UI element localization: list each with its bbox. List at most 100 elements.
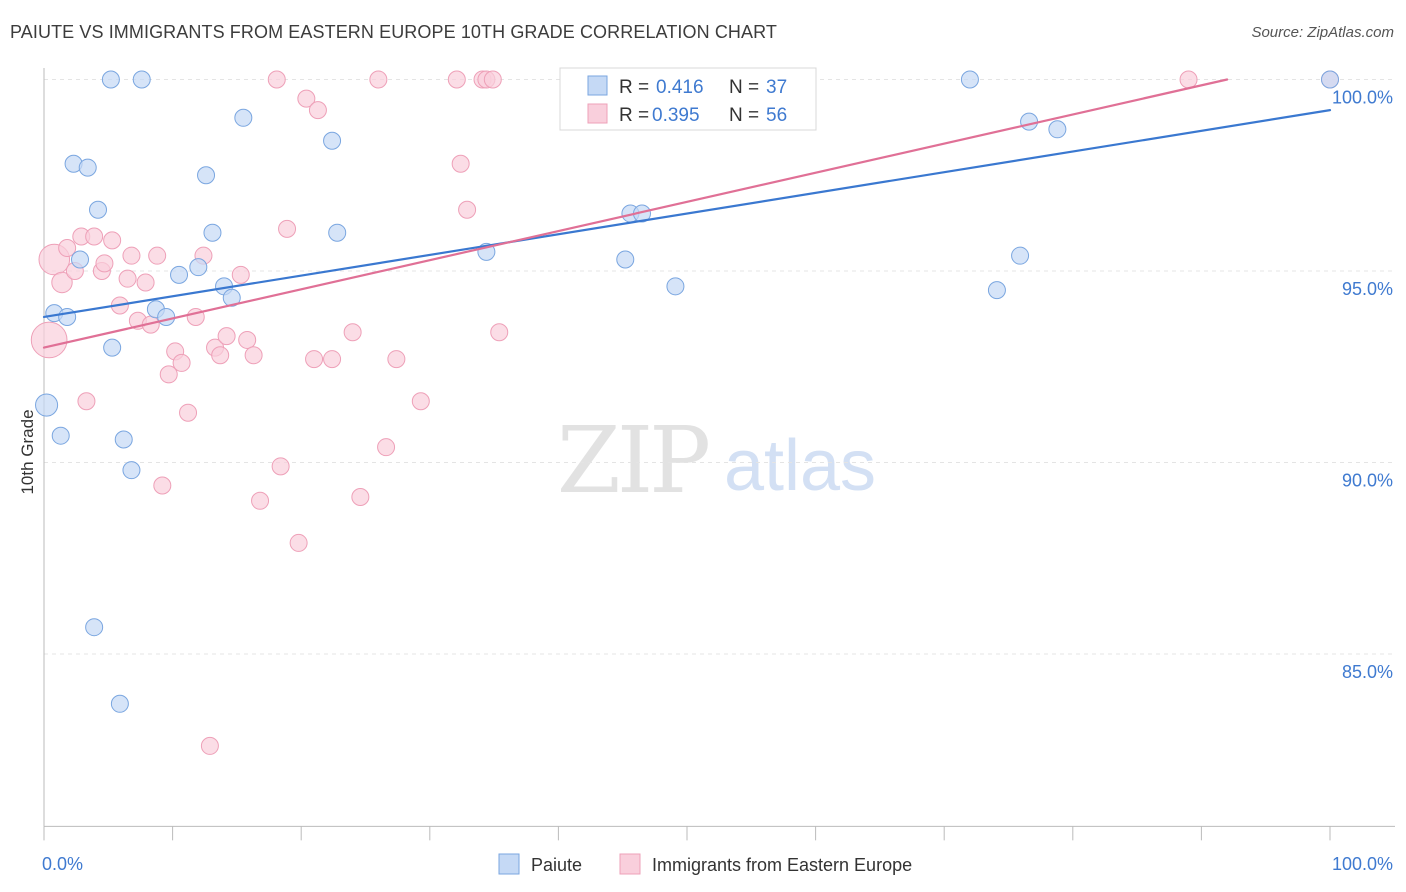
paiute-point	[78, 158, 97, 177]
paiute-point	[616, 250, 635, 269]
eeu-point	[211, 346, 230, 365]
legend-swatch-paiute	[498, 853, 520, 875]
eeu-point	[30, 321, 68, 359]
source-credit: Source: ZipAtlas.com	[1251, 24, 1394, 41]
eeu-point	[377, 438, 396, 457]
paiute-point	[35, 393, 59, 417]
watermark-zip: ZIP	[557, 407, 708, 514]
paiute-point	[960, 70, 979, 89]
paiute-trend-line	[42, 109, 1332, 319]
eeu-point	[271, 457, 290, 476]
eeu-point	[483, 70, 502, 89]
trend-lines	[42, 78, 1332, 349]
stats-n-label-eeu: N =	[729, 105, 759, 126]
stats-r-value-eeu: 0.395	[652, 105, 700, 126]
legend-label-paiute: Paiute	[531, 855, 582, 875]
paiute-point	[197, 166, 216, 185]
paiute-point	[114, 430, 133, 449]
paiute-point	[110, 694, 129, 713]
paiute-point	[222, 288, 241, 307]
paiute-point	[122, 461, 141, 480]
paiute-point	[103, 338, 122, 357]
eeu-point	[231, 265, 250, 284]
eeu-point	[122, 246, 141, 265]
paiute-point	[1020, 112, 1039, 131]
eeu-point	[278, 219, 297, 238]
paiute-point	[132, 70, 151, 89]
paiute-point	[189, 258, 208, 277]
eeu-point	[289, 533, 308, 552]
eeu-point	[103, 231, 122, 250]
eeu-point	[95, 254, 114, 273]
paiute-point	[328, 223, 347, 242]
eeu-trend-line	[42, 78, 1229, 349]
stats-n-value-paiute: 37	[766, 77, 787, 98]
y-tick-label: 100.0%	[1332, 88, 1393, 108]
paiute-point	[1011, 246, 1030, 265]
paiute-point	[85, 618, 104, 637]
stats-r-value-paiute: 0.416	[656, 77, 704, 98]
eeu-point	[411, 392, 430, 411]
eeu-point	[343, 323, 362, 342]
eeu-point	[267, 70, 286, 89]
eeu-point	[387, 350, 406, 369]
paiute-point	[89, 200, 108, 219]
axes	[43, 68, 1395, 841]
paiute-point	[666, 277, 685, 296]
paiute-point	[1048, 120, 1067, 139]
watermark-atlas: atlas	[724, 426, 876, 506]
eeu-point	[159, 365, 178, 384]
stats-r-label-paiute: R =	[619, 77, 649, 98]
eeu-point	[118, 269, 137, 288]
paiute-point	[987, 281, 1006, 300]
y-tick-label: 95.0%	[1342, 279, 1393, 299]
eeu-point	[136, 273, 155, 292]
paiute-point	[58, 307, 77, 326]
legend-label-eeu: Immigrants from Eastern Europe	[652, 855, 912, 875]
data-points	[30, 70, 1339, 755]
eeu-point	[179, 403, 198, 422]
eeu-point	[217, 327, 236, 346]
eeu-point	[305, 350, 324, 369]
y-axis-label: 10th Grade	[18, 409, 37, 494]
eeu-point	[85, 227, 104, 246]
paiute-point	[1321, 70, 1339, 89]
eeu-point	[351, 487, 370, 506]
paiute-point	[203, 223, 222, 242]
stats-n-label-paiute: N =	[729, 77, 759, 98]
eeu-point	[1179, 70, 1198, 89]
gridlines	[44, 79, 1395, 655]
stats-swatch-paiute	[587, 75, 608, 96]
eeu-point	[153, 476, 172, 495]
x-tick-label-max: 100.0%	[1332, 854, 1393, 874]
stats-r-label-eeu: R =	[619, 105, 649, 126]
eeu-point	[308, 101, 327, 120]
eeu-point	[244, 346, 263, 365]
eeu-point	[447, 70, 466, 89]
paiute-point	[51, 426, 70, 445]
eeu-point	[51, 271, 73, 294]
y-tick-label: 90.0%	[1342, 471, 1393, 491]
legend-swatch-eeu	[619, 853, 641, 875]
x-tick-label-min: 0.0%	[42, 854, 83, 874]
series-legend: Paiute Immigrants from Eastern Europe	[498, 853, 912, 875]
tick-labels: 85.0% 90.0% 95.0% 100.0% 0.0% 100.0%	[42, 88, 1393, 875]
eeu-point	[200, 736, 219, 755]
chart-title: PAIUTE VS IMMIGRANTS FROM EASTERN EUROPE…	[10, 22, 777, 42]
paiute-point	[170, 265, 189, 284]
eeu-point	[297, 89, 316, 108]
eeu-point	[238, 330, 257, 349]
eeu-point	[77, 392, 96, 411]
eeu-point	[490, 323, 509, 342]
eeu-point	[58, 239, 77, 258]
stats-n-value-eeu: 56	[766, 105, 787, 126]
eeu-point	[172, 353, 191, 372]
eeu-point	[458, 200, 477, 219]
paiute-point	[234, 108, 253, 127]
stats-legend: R = 0.416 N = 37 R = 0.395 N = 56	[559, 67, 817, 131]
y-tick-label: 85.0%	[1342, 662, 1393, 682]
eeu-point	[148, 246, 167, 265]
eeu-point	[369, 70, 388, 89]
eeu-point	[323, 350, 342, 369]
